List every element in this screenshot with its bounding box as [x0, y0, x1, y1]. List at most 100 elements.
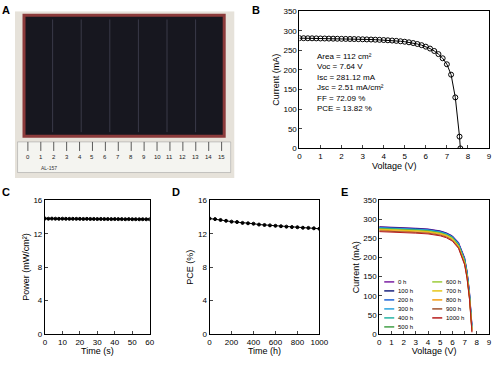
svg-text:7: 7 [116, 154, 120, 160]
svg-text:B: B [252, 4, 260, 16]
svg-text:150: 150 [363, 272, 377, 281]
svg-text:6: 6 [450, 338, 455, 347]
svg-text:6: 6 [103, 154, 107, 160]
svg-text:500 h: 500 h [398, 324, 413, 330]
svg-text:E: E [341, 186, 348, 198]
svg-text:6: 6 [424, 152, 429, 161]
svg-text:0: 0 [377, 338, 382, 347]
svg-text:C: C [2, 186, 10, 198]
svg-text:60: 60 [145, 338, 154, 347]
svg-text:PCE (%): PCE (%) [185, 250, 195, 285]
svg-text:0 h: 0 h [398, 279, 406, 285]
svg-text:3: 3 [360, 152, 365, 161]
svg-text:0: 0 [43, 338, 48, 347]
svg-text:Power (mW/cm²): Power (mW/cm²) [21, 233, 31, 301]
svg-text:200: 200 [225, 338, 239, 347]
svg-text:16: 16 [33, 196, 42, 205]
svg-text:1: 1 [318, 152, 323, 161]
svg-text:50: 50 [128, 338, 137, 347]
svg-text:300: 300 [283, 27, 297, 36]
svg-text:16: 16 [198, 196, 207, 205]
svg-text:D: D [172, 186, 180, 198]
svg-text:9: 9 [142, 154, 146, 160]
svg-text:350: 350 [283, 7, 297, 16]
svg-text:8: 8 [475, 338, 480, 347]
svg-text:1: 1 [39, 154, 43, 160]
svg-text:11: 11 [166, 154, 173, 160]
svg-text:A: A [2, 4, 10, 16]
svg-text:2: 2 [52, 154, 56, 160]
svg-text:7: 7 [445, 152, 450, 161]
svg-text:50: 50 [368, 311, 377, 320]
svg-text:100 h: 100 h [398, 288, 413, 294]
svg-text:5: 5 [438, 338, 443, 347]
svg-text:8: 8 [466, 152, 471, 161]
svg-text:150: 150 [283, 85, 297, 94]
svg-text:0: 0 [292, 144, 297, 153]
svg-text:300 h: 300 h [398, 306, 413, 312]
svg-text:Area = 112 cm²Voc = 7.64 VIsc: Area = 112 cm²Voc = 7.64 VIsc = 281.12 m… [317, 52, 384, 113]
svg-text:10: 10 [154, 154, 161, 160]
svg-text:250: 250 [283, 46, 297, 55]
svg-text:12: 12 [33, 230, 42, 239]
svg-text:4: 4 [203, 296, 208, 305]
svg-text:8: 8 [203, 263, 208, 272]
svg-text:800 h: 800 h [446, 297, 461, 303]
svg-text:14: 14 [205, 154, 212, 160]
svg-text:0: 0 [297, 152, 302, 161]
svg-text:9: 9 [487, 152, 492, 161]
svg-text:4: 4 [78, 154, 82, 160]
svg-text:30: 30 [93, 338, 102, 347]
svg-text:3: 3 [65, 154, 69, 160]
svg-text:Voltage (V): Voltage (V) [412, 347, 457, 357]
svg-text:0: 0 [207, 338, 212, 347]
svg-text:5: 5 [403, 152, 408, 161]
svg-text:600: 600 [269, 338, 283, 347]
svg-text:0: 0 [38, 330, 43, 339]
svg-text:3: 3 [414, 338, 419, 347]
svg-text:400 h: 400 h [398, 315, 413, 321]
svg-text:Current (mA): Current (mA) [351, 241, 361, 293]
svg-text:4: 4 [381, 152, 386, 161]
svg-text:9: 9 [487, 338, 492, 347]
svg-text:13: 13 [192, 154, 199, 160]
svg-text:5: 5 [90, 154, 94, 160]
svg-text:Time (h): Time (h) [248, 347, 281, 357]
svg-text:2: 2 [401, 338, 406, 347]
svg-text:1000 h: 1000 h [446, 315, 464, 321]
svg-text:350: 350 [363, 196, 377, 205]
svg-text:900 h: 900 h [446, 306, 461, 312]
svg-text:200: 200 [283, 66, 297, 75]
svg-text:7: 7 [462, 338, 467, 347]
svg-text:4: 4 [38, 296, 43, 305]
svg-text:50: 50 [288, 125, 297, 134]
svg-text:10: 10 [58, 338, 67, 347]
svg-text:2: 2 [339, 152, 344, 161]
svg-text:1000: 1000 [310, 338, 328, 347]
svg-text:250: 250 [363, 234, 377, 243]
svg-text:8: 8 [129, 154, 133, 160]
svg-text:12: 12 [179, 154, 186, 160]
svg-text:12: 12 [198, 230, 207, 239]
svg-text:15: 15 [218, 154, 225, 160]
svg-text:200: 200 [363, 253, 377, 262]
svg-text:800: 800 [291, 338, 305, 347]
svg-text:600 h: 600 h [446, 279, 461, 285]
svg-text:700 h: 700 h [446, 288, 461, 294]
svg-text:20: 20 [75, 338, 84, 347]
svg-text:8: 8 [38, 263, 43, 272]
svg-text:100: 100 [363, 292, 377, 301]
svg-text:0: 0 [26, 154, 30, 160]
svg-text:300: 300 [363, 215, 377, 224]
svg-text:Voltage (V): Voltage (V) [372, 161, 417, 171]
svg-text:400: 400 [247, 338, 261, 347]
svg-text:4: 4 [426, 338, 431, 347]
svg-text:AL-157: AL-157 [41, 165, 57, 171]
svg-text:40: 40 [110, 338, 119, 347]
svg-text:100: 100 [283, 105, 297, 114]
svg-text:0: 0 [203, 330, 208, 339]
svg-text:Current (mA): Current (mA) [271, 54, 281, 106]
svg-text:0: 0 [372, 330, 377, 339]
svg-text:200 h: 200 h [398, 297, 413, 303]
svg-text:Time (s): Time (s) [81, 347, 114, 357]
